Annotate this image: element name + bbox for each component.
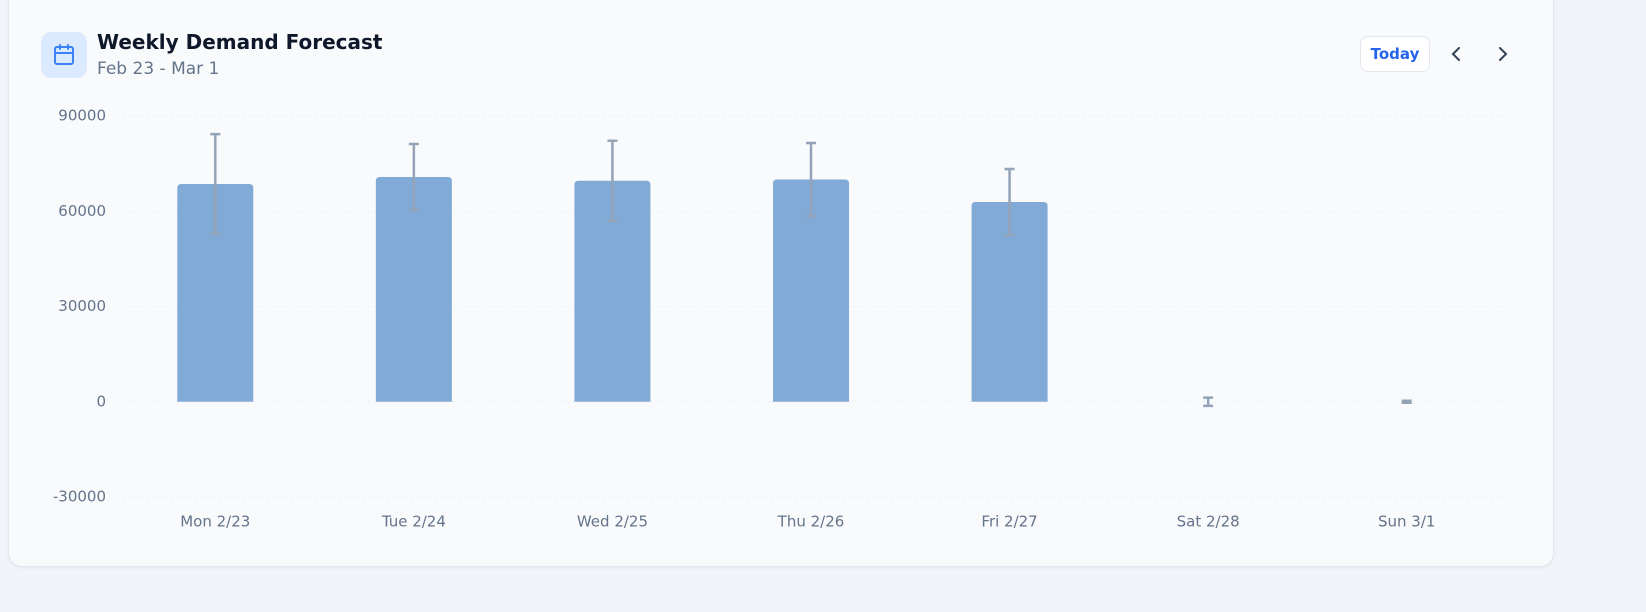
bar [971,202,1048,402]
today-button[interactable]: Today [1360,36,1430,72]
x-tick-label: Wed 2/25 [577,513,648,531]
calendar-glyph [54,44,74,65]
x-tick-label: Thu 2/26 [777,513,845,531]
error-bar [408,142,419,212]
card: Weekly Demand Forecast Feb 23 - Mar 1 To… [8,0,1554,567]
bar [375,176,452,402]
error-bar [1203,396,1214,408]
error-bar [1004,167,1015,237]
x-tick-label: Sun 3/1 [1378,513,1435,531]
y-tick-label: -30000 [53,488,106,506]
prev-button[interactable] [1444,42,1468,66]
error-bar [210,132,221,236]
bar [773,179,849,402]
chart: -30000 0 30000 60000 90000 Mon 2/23 Tue 2/24 We… [53,107,1506,531]
bar [574,180,651,402]
y-tick-label: 30000 [58,297,106,315]
x-tick-label: Mon 2/23 [180,513,250,531]
x-tick-label: Fri 2/27 [981,513,1037,531]
y-tick-label: 90000 [58,107,106,125]
y-tick-label: 60000 [58,202,106,220]
next-button[interactable] [1491,42,1515,66]
bar [177,183,254,402]
calendar-icon [41,32,87,78]
y-tick-label: 0 [96,392,106,410]
chart-subtitle: Feb 23 - Mar 1 [97,59,220,79]
error-bar [607,139,618,223]
error-bar [1401,399,1412,404]
error-bar [806,141,816,218]
x-tick-label: Tue 2/24 [381,513,446,531]
chart-title: Weekly Demand Forecast [97,30,383,54]
x-tick-label: Sat 2/28 [1177,513,1240,531]
